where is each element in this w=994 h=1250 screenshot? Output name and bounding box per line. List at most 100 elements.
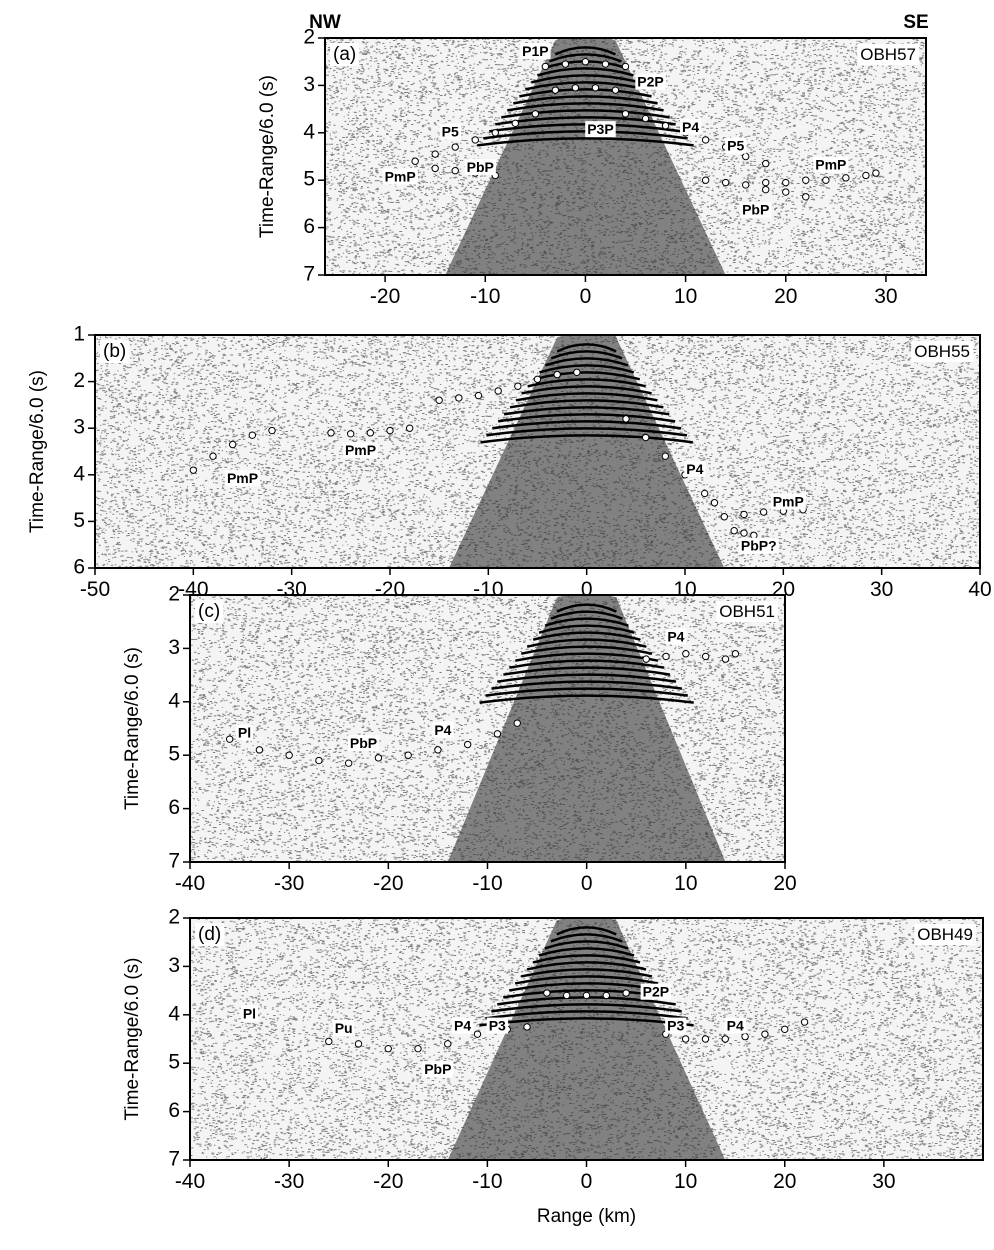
- label-box: [716, 601, 778, 622]
- arrival-band: [486, 427, 688, 437]
- y-tick-label: 2: [168, 906, 180, 929]
- label-box: [464, 159, 496, 176]
- phase-label: PbP?: [741, 538, 777, 554]
- label-box: [347, 735, 380, 752]
- pick: [641, 433, 650, 442]
- pick: [582, 991, 591, 1000]
- arrival-band: [497, 673, 677, 683]
- phase-label: PmP: [227, 470, 258, 486]
- pick: [268, 426, 276, 435]
- y-tick-label: 1: [73, 323, 85, 346]
- x-tick-label: -20: [373, 872, 403, 895]
- pick: [642, 655, 650, 663]
- pick: [681, 1035, 690, 1043]
- station-label: OBH55: [914, 342, 970, 361]
- pick: [740, 510, 748, 519]
- y-axis-label: Time-Range/6.0 (s): [257, 75, 278, 238]
- pick: [759, 508, 768, 516]
- pick: [742, 152, 750, 161]
- label-box: [738, 537, 779, 554]
- pick: [189, 466, 198, 474]
- arrival-band: [539, 364, 635, 374]
- x-tick-label: -40: [175, 1170, 205, 1193]
- label-box: [725, 137, 747, 154]
- y-tick-label: 6: [303, 215, 315, 238]
- pick: [800, 1018, 809, 1026]
- phase-label: Pu: [335, 1020, 353, 1036]
- pick: [742, 181, 750, 189]
- arrival-band: [519, 88, 652, 98]
- label-box: [432, 721, 454, 738]
- arrival-band: [492, 420, 682, 430]
- pick: [228, 440, 237, 449]
- y-tick-label: 7: [168, 1148, 180, 1171]
- pick: [366, 429, 375, 437]
- pick: [411, 157, 419, 165]
- arrival-band: [514, 975, 659, 985]
- pick: [553, 370, 561, 379]
- pick: [740, 529, 748, 537]
- phase-label: PmP: [385, 169, 416, 185]
- pick: [571, 84, 580, 92]
- phase-label: Pl: [243, 1006, 256, 1022]
- pick: [384, 1044, 392, 1053]
- pick: [404, 751, 412, 759]
- pick: [701, 652, 710, 661]
- pick: [541, 62, 550, 71]
- station-label: OBH51: [719, 602, 775, 621]
- phase-label: P3P: [587, 121, 613, 137]
- arrival-band: [527, 378, 646, 388]
- pick: [762, 159, 770, 168]
- pick: [762, 185, 770, 194]
- arrival-band: [550, 933, 623, 943]
- x-tick-label: 20: [773, 872, 796, 895]
- arrival-band: [525, 81, 646, 91]
- x-tick-label: -20: [370, 285, 400, 308]
- pick: [346, 430, 355, 438]
- x-tick-label: 30: [874, 285, 897, 308]
- pick: [822, 176, 830, 184]
- arrival-band: [533, 371, 641, 381]
- arrival-band: [480, 434, 694, 444]
- pick: [551, 86, 560, 94]
- station-label: OBH57: [860, 45, 916, 64]
- record-section: [95, 335, 980, 568]
- pick: [731, 650, 740, 658]
- direct-arrival: [449, 335, 725, 568]
- pick: [444, 1040, 452, 1048]
- arrival-band: [550, 350, 623, 360]
- arrival-band: [501, 109, 670, 119]
- x-tick-label: 0: [581, 578, 593, 601]
- pick: [431, 150, 439, 158]
- pick: [601, 60, 610, 68]
- pick: [414, 1044, 422, 1053]
- phase-label: P3: [489, 1018, 506, 1034]
- pick: [661, 121, 670, 130]
- y-tick-label: 4: [168, 1002, 180, 1025]
- arrival-band: [544, 940, 629, 950]
- y-tick-label: 5: [168, 1051, 180, 1074]
- label-box: [520, 42, 551, 59]
- pick: [661, 452, 670, 460]
- phase-label: Pl: [238, 725, 251, 741]
- pick: [641, 114, 650, 123]
- pick: [327, 429, 335, 437]
- direction-label: NW: [309, 12, 341, 33]
- arrival-band: [556, 343, 617, 353]
- pick: [511, 119, 520, 128]
- phase-label: PbP: [467, 159, 494, 175]
- x-tick-label: 0: [581, 1170, 593, 1193]
- label-box: [235, 724, 254, 741]
- pick: [531, 110, 540, 118]
- label-box: [684, 460, 706, 477]
- y-tick-label: 5: [168, 743, 180, 766]
- phase-label: P2P: [637, 74, 663, 90]
- pick: [721, 655, 730, 663]
- phase-label: PbP: [424, 1061, 451, 1077]
- pick: [344, 759, 353, 767]
- pick: [872, 169, 880, 177]
- pick: [862, 171, 870, 180]
- pick: [802, 193, 810, 201]
- y-tick-label: 2: [73, 369, 85, 392]
